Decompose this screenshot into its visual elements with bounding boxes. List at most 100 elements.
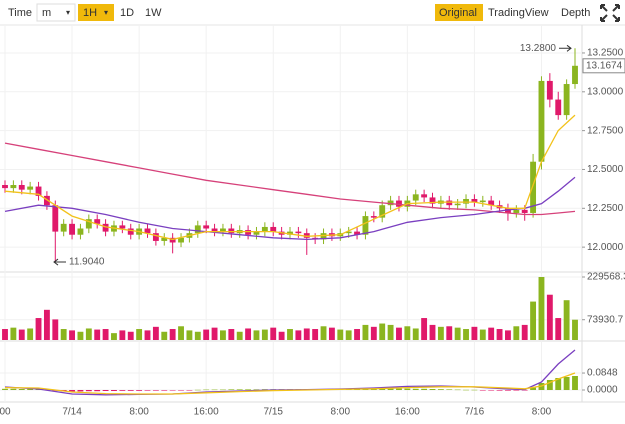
volume-bar [572, 319, 578, 340]
volume-bar [186, 330, 193, 340]
x-tick-label: 8:00 [532, 407, 552, 418]
y-tick-label: 12.0000 [587, 242, 624, 253]
candle-body [463, 198, 469, 204]
macd-histogram-bar [27, 389, 34, 390]
volume-bar [194, 331, 201, 340]
interval-select[interactable] [36, 3, 76, 22]
annotation-label: 13.2800 [520, 43, 557, 54]
volume-bar [387, 324, 394, 340]
macd-histogram-bar [211, 389, 218, 391]
candle-body [572, 65, 578, 85]
annotation-arrow [559, 44, 572, 52]
volume-bar [69, 330, 75, 340]
candle-body [563, 84, 570, 116]
toolbar-label: Time [8, 7, 32, 19]
macd-histogram-bar [530, 387, 537, 390]
volume-bar [85, 328, 92, 340]
volume-bar [488, 327, 495, 340]
macd-histogram-bar [454, 389, 461, 391]
volume-bar [18, 329, 25, 340]
view-button[interactable]: Depth [561, 7, 590, 19]
candle-body [370, 216, 377, 218]
candle-body [488, 200, 495, 206]
candle-body [471, 198, 478, 203]
candle-body [194, 225, 201, 234]
volume-bar [102, 329, 109, 340]
macd-histogram-bar [396, 388, 402, 390]
view-button[interactable]: TradingView [488, 7, 549, 19]
y-tick-label: 0.0000 [587, 385, 618, 396]
candle-body [354, 231, 360, 235]
macd-histogram-bar [412, 388, 419, 390]
interval-button[interactable]: 1W [145, 7, 162, 19]
macd-histogram-bar [488, 390, 495, 391]
volume-bar [27, 328, 34, 340]
x-tick-label: 16:00 [395, 407, 420, 418]
volume-bar [546, 294, 553, 340]
interval-active[interactable] [78, 4, 114, 21]
macd-histogram-bar [119, 390, 126, 391]
candle-body [261, 226, 268, 232]
x-tick-label: 8:00 [129, 407, 149, 418]
candle-body [18, 185, 25, 190]
candle-body [169, 237, 176, 243]
candle-body [43, 195, 50, 206]
volume-bar [479, 329, 486, 340]
candle-body [303, 233, 310, 238]
fullscreen-icon[interactable] [600, 4, 620, 22]
volume-bar [412, 328, 419, 340]
candle-body [60, 223, 67, 232]
volume-bar [178, 326, 184, 340]
macd-histogram-bar [253, 389, 260, 390]
macd-histogram-bar [161, 390, 168, 391]
candle-body [429, 197, 436, 204]
volume-bar [127, 331, 134, 340]
volume-bar [521, 324, 528, 340]
macd-histogram-bar [387, 388, 394, 390]
volume-bar [454, 327, 461, 340]
x-tick-label: 8:00 [331, 407, 351, 418]
volume-bar [463, 329, 469, 340]
interval-button[interactable]: 1H [83, 7, 97, 19]
candle-body [152, 233, 159, 241]
candle-body [538, 80, 545, 162]
macd-histogram-bar [152, 390, 159, 391]
interval-button[interactable]: 1D [120, 7, 134, 19]
candle-body [85, 219, 92, 229]
volume-bar [10, 327, 17, 340]
macd-histogram-bar [102, 390, 109, 391]
interval-unit[interactable]: m [42, 7, 51, 19]
candle-body [178, 237, 184, 243]
volume-bar [530, 301, 537, 340]
volume-bar [245, 328, 252, 340]
volume-bar [144, 330, 151, 340]
indicator-line [4, 142, 576, 216]
volume-bar [152, 326, 159, 340]
macd-histogram-bar [220, 389, 226, 391]
volume-bar [211, 327, 218, 340]
indicator-line [4, 114, 576, 241]
volume-bar [220, 330, 226, 340]
macd-histogram-bar [496, 390, 503, 391]
y-tick-label: 229568.33 [587, 272, 625, 283]
y-tick-label: 73930.7 [587, 314, 624, 325]
candle-body [379, 205, 386, 218]
volume-bar [161, 331, 168, 340]
macd-histogram-bar [18, 389, 25, 390]
indicator-line [4, 372, 576, 395]
macd-histogram-bar [111, 390, 117, 391]
view-button[interactable]: Original [439, 7, 477, 19]
candle-body [362, 216, 369, 235]
y-tick-label: 0.0848 [587, 368, 618, 379]
view-active[interactable] [435, 4, 483, 21]
candle-body [513, 209, 520, 213]
volume-bar [396, 327, 402, 340]
volume-bar [278, 331, 285, 340]
annotation-label: 11.9040 [69, 257, 105, 268]
volume-bar [345, 330, 352, 340]
volume-bar [287, 329, 293, 340]
candle-body [94, 219, 101, 224]
candle-body [555, 99, 562, 116]
macd-histogram-bar [85, 390, 92, 392]
